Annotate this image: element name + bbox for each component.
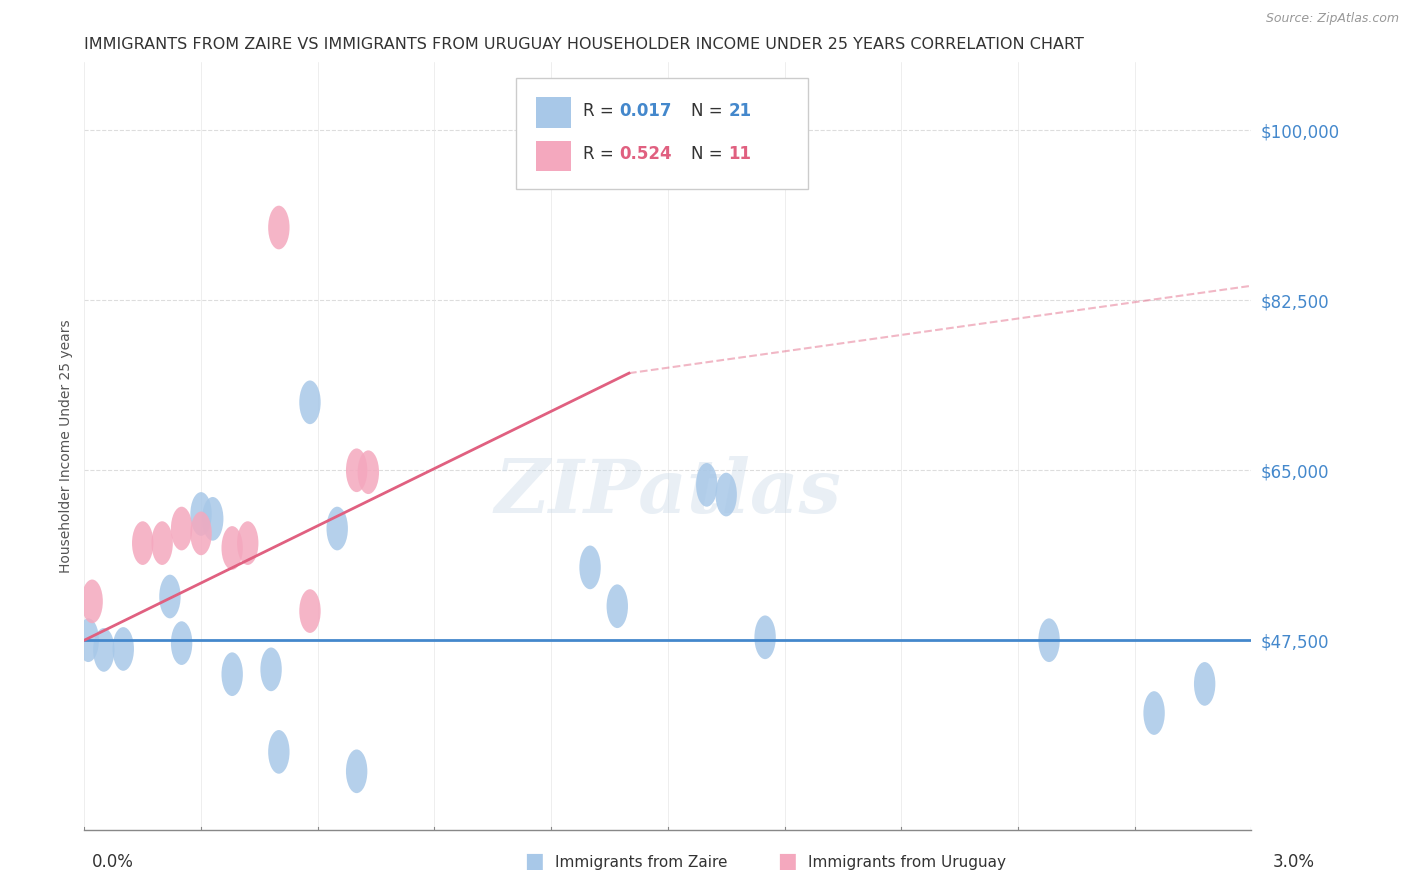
Text: R =: R = xyxy=(582,102,619,120)
FancyBboxPatch shape xyxy=(536,141,571,171)
Ellipse shape xyxy=(696,463,717,507)
Ellipse shape xyxy=(77,618,98,662)
Text: 21: 21 xyxy=(728,102,752,120)
Ellipse shape xyxy=(82,580,103,624)
Text: ■: ■ xyxy=(524,851,544,871)
Text: R =: R = xyxy=(582,145,619,163)
Ellipse shape xyxy=(299,590,321,633)
Ellipse shape xyxy=(299,381,321,425)
Ellipse shape xyxy=(202,497,224,541)
Ellipse shape xyxy=(172,507,193,550)
Text: N =: N = xyxy=(692,145,728,163)
Text: Immigrants from Uruguay: Immigrants from Uruguay xyxy=(808,855,1007,870)
Ellipse shape xyxy=(172,621,193,665)
Ellipse shape xyxy=(1194,662,1215,706)
Ellipse shape xyxy=(755,615,776,659)
Ellipse shape xyxy=(606,584,628,628)
Ellipse shape xyxy=(357,450,380,494)
Ellipse shape xyxy=(346,749,367,793)
Ellipse shape xyxy=(132,521,153,565)
Ellipse shape xyxy=(222,652,243,696)
Ellipse shape xyxy=(190,492,212,536)
Ellipse shape xyxy=(579,546,600,590)
Ellipse shape xyxy=(112,627,134,671)
Ellipse shape xyxy=(152,521,173,565)
Text: 0.524: 0.524 xyxy=(619,145,672,163)
Ellipse shape xyxy=(222,526,243,570)
Text: 0.017: 0.017 xyxy=(619,102,671,120)
Ellipse shape xyxy=(190,511,212,555)
FancyBboxPatch shape xyxy=(536,97,571,128)
Text: N =: N = xyxy=(692,102,728,120)
Ellipse shape xyxy=(716,473,737,516)
Text: Immigrants from Zaire: Immigrants from Zaire xyxy=(555,855,728,870)
Text: 3.0%: 3.0% xyxy=(1272,853,1315,871)
Ellipse shape xyxy=(260,648,281,691)
Text: IMMIGRANTS FROM ZAIRE VS IMMIGRANTS FROM URUGUAY HOUSEHOLDER INCOME UNDER 25 YEA: IMMIGRANTS FROM ZAIRE VS IMMIGRANTS FROM… xyxy=(84,37,1084,52)
Y-axis label: Householder Income Under 25 years: Householder Income Under 25 years xyxy=(59,319,73,573)
Ellipse shape xyxy=(346,449,367,492)
Ellipse shape xyxy=(326,507,347,550)
Ellipse shape xyxy=(159,574,180,618)
Text: Source: ZipAtlas.com: Source: ZipAtlas.com xyxy=(1265,12,1399,25)
Ellipse shape xyxy=(1039,618,1060,662)
Text: 0.0%: 0.0% xyxy=(91,853,134,871)
Ellipse shape xyxy=(269,206,290,250)
Ellipse shape xyxy=(93,628,114,672)
Text: 11: 11 xyxy=(728,145,752,163)
Ellipse shape xyxy=(238,521,259,565)
Text: ZIPatlas: ZIPatlas xyxy=(495,456,841,528)
Ellipse shape xyxy=(1143,691,1164,735)
FancyBboxPatch shape xyxy=(516,78,808,189)
Ellipse shape xyxy=(269,730,290,773)
Text: ■: ■ xyxy=(778,851,797,871)
